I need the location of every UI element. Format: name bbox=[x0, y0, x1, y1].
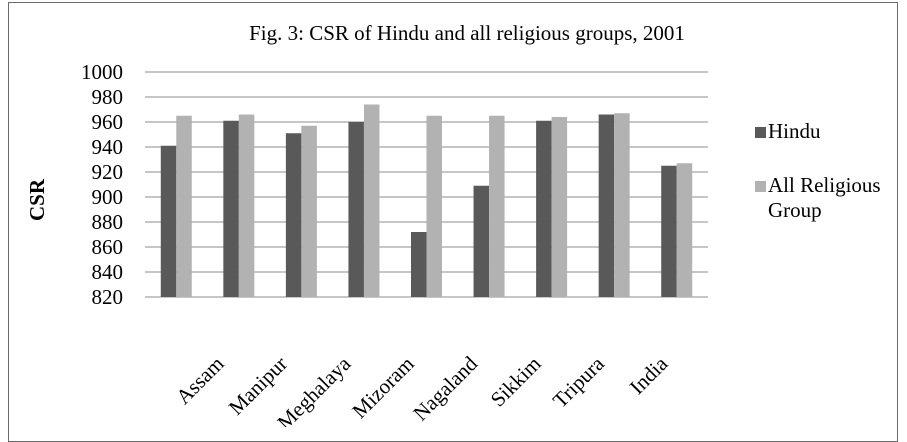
bar-hindu bbox=[661, 165, 677, 297]
x-tick-label: Tripura bbox=[548, 351, 609, 412]
bars bbox=[160, 104, 693, 297]
bar-all-religious-group bbox=[176, 115, 192, 297]
bar-all-religious-group bbox=[363, 104, 380, 297]
bar-all-religious-group bbox=[551, 117, 568, 297]
bar-chart: Fig. 3: CSR of Hindu and all religious g… bbox=[25, 21, 886, 427]
x-tick-label: Mizoram bbox=[347, 352, 418, 423]
legend-label-hindu: Hindu bbox=[768, 119, 821, 143]
legend-label-all-religious-group: All Religious Group bbox=[768, 173, 886, 222]
bar-all-religious-group bbox=[238, 114, 255, 297]
bar-all-religious-group bbox=[676, 163, 693, 297]
x-tick-label: Sikkim bbox=[486, 352, 546, 412]
x-tick-label: Nagaland bbox=[408, 351, 482, 425]
bar-hindu bbox=[223, 120, 239, 297]
bar-all-religious-group bbox=[614, 113, 630, 297]
bar-hindu bbox=[285, 133, 302, 297]
bar-hindu bbox=[598, 114, 615, 297]
y-tick-label: 820 bbox=[92, 285, 124, 309]
bar-all-religious-group bbox=[301, 125, 317, 297]
y-tick-label: 840 bbox=[92, 260, 124, 284]
bar-hindu bbox=[160, 145, 177, 297]
y-tick-label: 920 bbox=[92, 160, 124, 184]
bar-hindu bbox=[536, 120, 552, 297]
bar-all-religious-group bbox=[426, 115, 442, 297]
legend: Hindu All Religious Group bbox=[755, 119, 886, 222]
bar-hindu bbox=[411, 232, 427, 297]
x-tick-label: India bbox=[625, 351, 673, 399]
bar-hindu bbox=[348, 122, 364, 297]
x-tick-label: Assam bbox=[171, 352, 228, 409]
legend-swatch-all-religious-group bbox=[755, 181, 766, 192]
chart-title: Fig. 3: CSR of Hindu and all religious g… bbox=[249, 21, 685, 45]
y-tick-label: 1000 bbox=[81, 60, 123, 84]
y-tick-label: 940 bbox=[92, 135, 124, 159]
legend-label-line: Group bbox=[768, 198, 822, 222]
bar-hindu bbox=[473, 185, 490, 297]
legend-label-line: All Religious bbox=[768, 173, 881, 197]
y-tick-label: 860 bbox=[92, 235, 124, 259]
bar-all-religious-group bbox=[489, 115, 505, 297]
y-tick-label: 960 bbox=[92, 110, 124, 134]
y-tick-label: 980 bbox=[92, 85, 124, 109]
y-tick-label: 880 bbox=[92, 210, 124, 234]
y-tick-label: 900 bbox=[92, 185, 124, 209]
legend-swatch-hindu bbox=[755, 127, 766, 138]
y-axis-label: CSR bbox=[25, 178, 49, 221]
